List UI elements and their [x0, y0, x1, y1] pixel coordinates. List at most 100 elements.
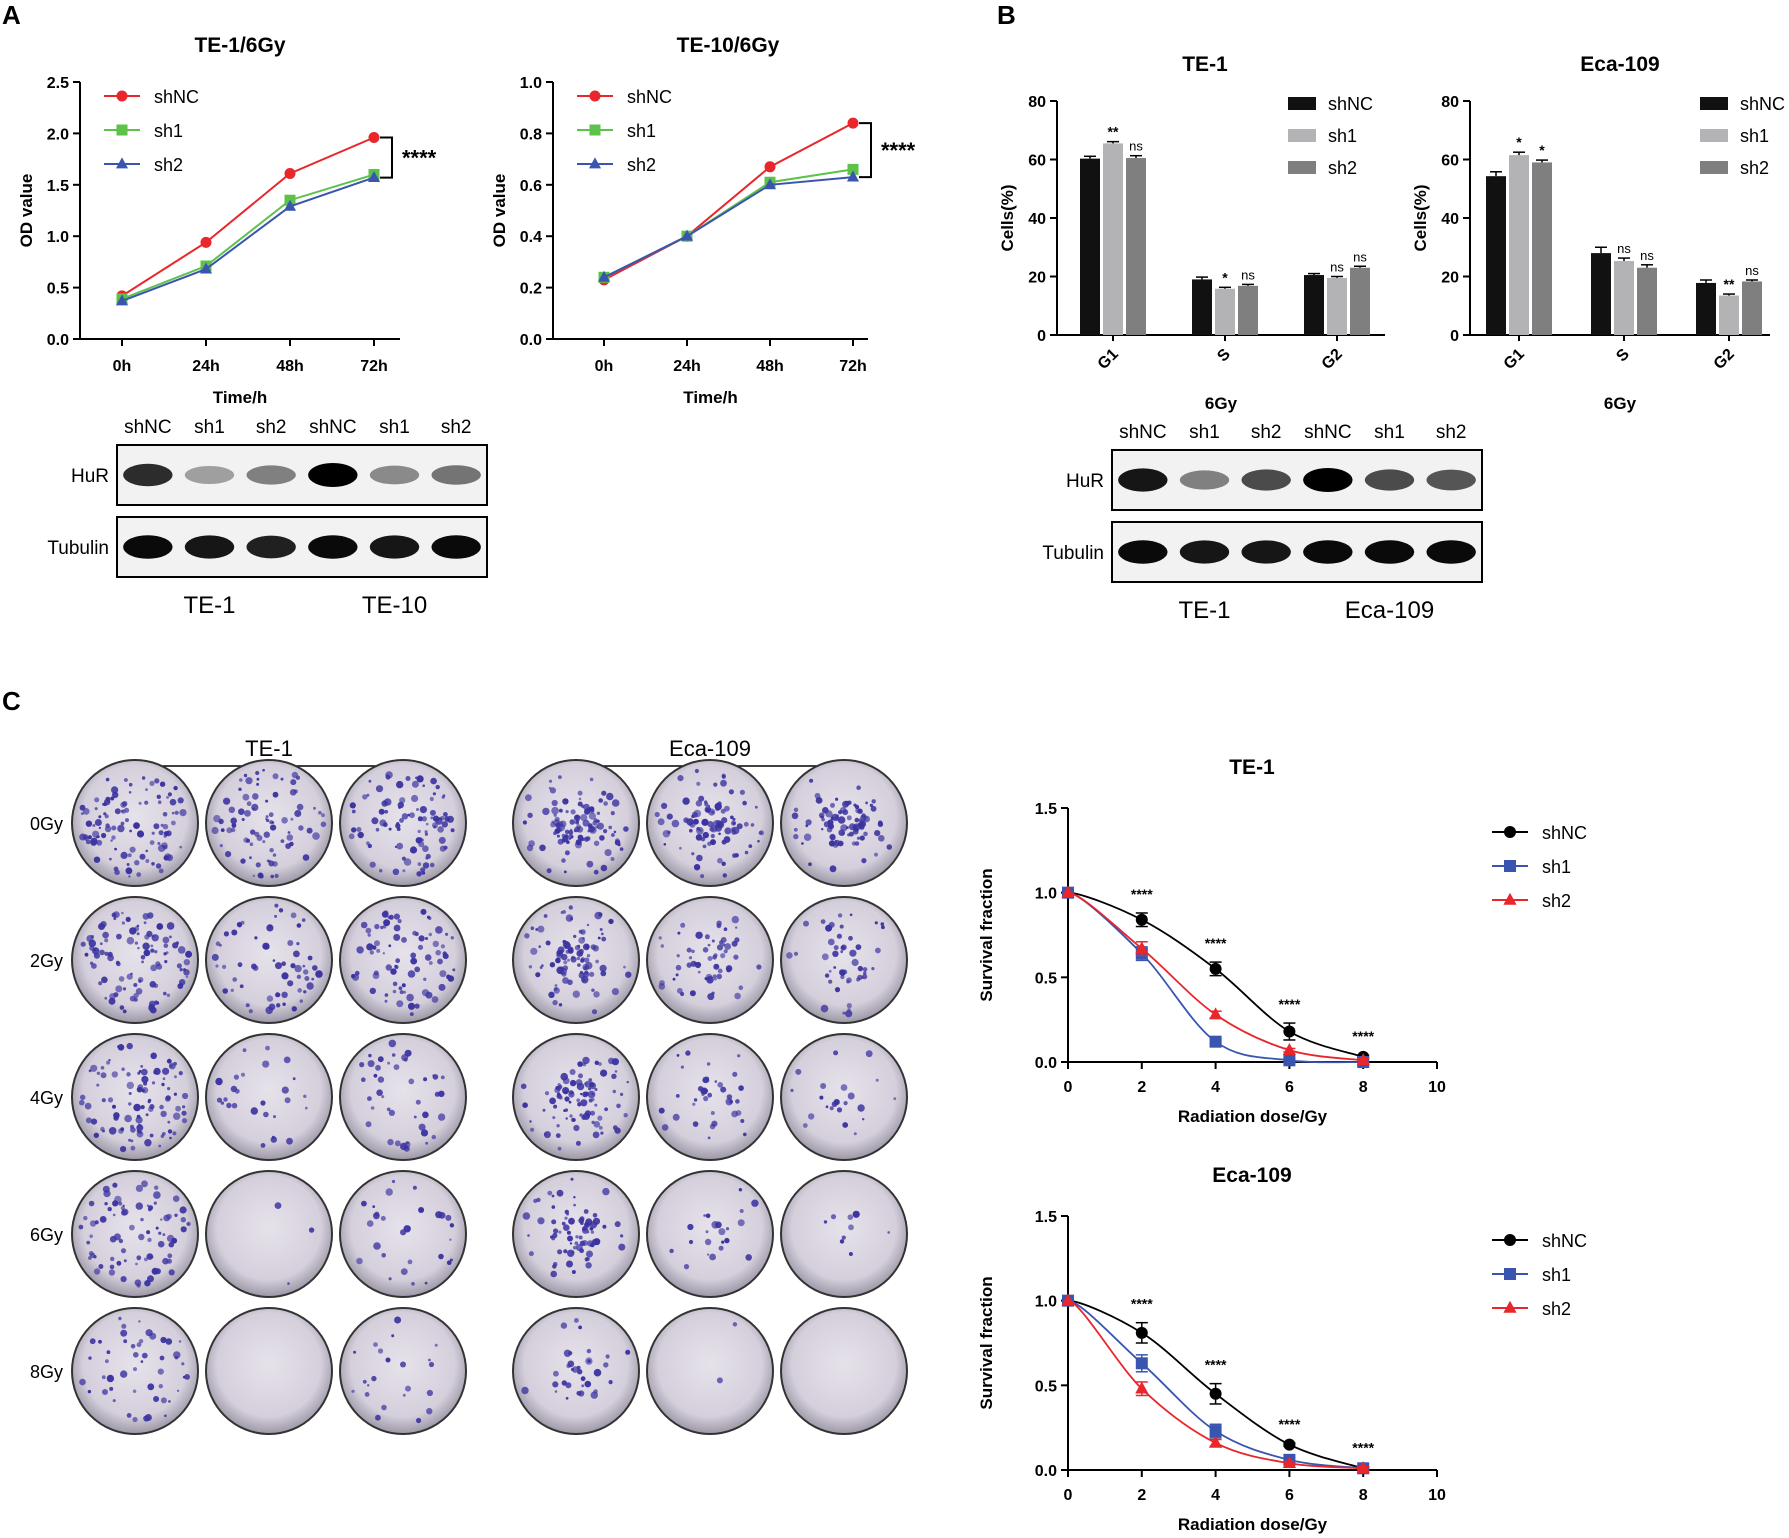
data-point-sh2 [199, 262, 213, 274]
data-point-sh2 [597, 270, 611, 282]
colony [220, 1101, 225, 1105]
colony [268, 860, 275, 867]
colony [556, 834, 560, 838]
colony [870, 805, 877, 812]
colony [407, 970, 416, 978]
legend-label: sh1 [1542, 857, 1571, 877]
colony [839, 1239, 845, 1244]
colony [101, 1098, 106, 1103]
colony [551, 1219, 557, 1225]
colony [416, 775, 424, 783]
colony [586, 954, 591, 958]
colony [593, 869, 599, 875]
colony [133, 983, 138, 987]
y-tick-label: 80 [1028, 94, 1046, 111]
colony [437, 958, 443, 965]
colony [702, 947, 709, 953]
colony [266, 924, 274, 932]
data-point-sh2 [367, 171, 381, 183]
colony [143, 1081, 148, 1086]
colony [616, 1103, 621, 1109]
colony [99, 1216, 107, 1223]
colony [175, 941, 179, 945]
colony [296, 974, 302, 979]
colony [241, 1072, 245, 1077]
dose-label: 6Gy [30, 1225, 63, 1245]
legend-label: shNC [627, 87, 672, 107]
colony [430, 816, 434, 820]
colony [840, 950, 844, 954]
colony [230, 988, 234, 992]
colony [141, 1352, 148, 1359]
colony [606, 792, 614, 801]
colony [685, 1050, 691, 1056]
colony [863, 831, 868, 837]
colony [111, 1071, 119, 1078]
colony [438, 983, 446, 991]
colony [683, 1264, 690, 1270]
colony [568, 837, 571, 840]
colony [604, 849, 612, 857]
colony [440, 816, 445, 821]
culture-dish [339, 1307, 467, 1435]
colony [589, 826, 597, 834]
colony [153, 1396, 160, 1402]
colony [539, 844, 546, 852]
colony [125, 867, 133, 875]
colony [721, 773, 726, 778]
x-tick-label: S [1214, 346, 1234, 366]
colony [138, 801, 142, 805]
y-tick-label: 0.0 [47, 332, 69, 349]
colony [166, 993, 171, 997]
data-point-sh2 [1282, 1042, 1296, 1055]
colony [573, 1124, 580, 1132]
colony [618, 1243, 626, 1251]
colony [155, 1226, 159, 1230]
colony [356, 1257, 363, 1265]
colony [603, 829, 608, 834]
colony [530, 926, 535, 930]
colony [744, 850, 749, 855]
colony [80, 941, 86, 947]
colony [584, 1257, 589, 1262]
data-point-shNC [764, 161, 776, 173]
colony [577, 790, 583, 796]
colony [256, 835, 263, 841]
colony [135, 1262, 138, 1266]
colony [686, 818, 694, 826]
colony [552, 999, 558, 1006]
lane-label: sh1 [194, 417, 225, 438]
data-point-shNC [1135, 1326, 1148, 1339]
colony [421, 989, 430, 997]
colony [569, 1242, 573, 1245]
legend-label: sh2 [154, 155, 183, 175]
data-point-shNC [1209, 962, 1222, 975]
colony [711, 1221, 719, 1229]
colony [292, 1077, 296, 1081]
x-tick-label: G2 [1319, 346, 1346, 373]
colony [688, 956, 693, 960]
colony [383, 798, 392, 806]
colony [392, 868, 400, 876]
colony [542, 1108, 546, 1112]
colony [422, 845, 429, 852]
colony [552, 1232, 558, 1239]
colony [387, 1138, 394, 1146]
colony [841, 832, 845, 836]
colony [577, 1369, 583, 1375]
significance-label: * [1222, 269, 1228, 285]
colony [384, 999, 388, 1003]
colony [151, 934, 155, 938]
colony [703, 1214, 706, 1217]
colony [367, 933, 371, 937]
colony [610, 811, 615, 816]
colony [591, 1097, 595, 1102]
colony [108, 997, 116, 1005]
colony [724, 943, 732, 950]
colony [830, 816, 834, 820]
colony [428, 1361, 435, 1368]
legend-marker-sh2 [1503, 1300, 1517, 1313]
legend-label: sh2 [627, 155, 656, 175]
colony [320, 821, 327, 828]
legend-label: sh1 [1740, 126, 1769, 146]
